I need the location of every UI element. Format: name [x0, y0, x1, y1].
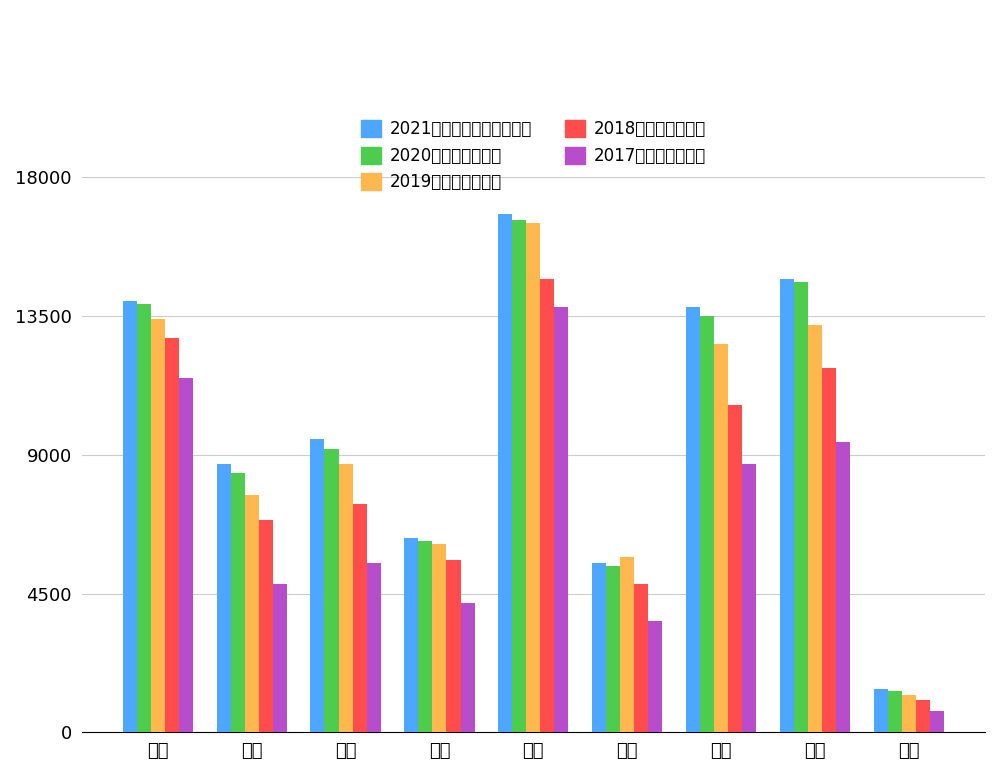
Bar — [742, 464, 756, 732]
Bar — [179, 377, 193, 732]
Bar — [137, 304, 151, 732]
Bar — [324, 449, 339, 732]
Bar — [794, 282, 808, 732]
Bar — [123, 301, 137, 732]
Bar — [217, 464, 231, 732]
Bar — [540, 279, 554, 732]
Bar — [634, 584, 648, 732]
Bar — [418, 541, 432, 732]
Bar — [780, 279, 794, 732]
Bar — [700, 316, 714, 732]
Bar — [432, 544, 446, 732]
Bar — [165, 338, 179, 732]
Bar — [245, 495, 259, 732]
Legend: 2021上半年发卡量（万张）, 2020发卡量（万张）, 2019发卡量（万张）, 2018发卡量（万张）, 2017发卡量（万张）: 2021上半年发卡量（万张）, 2020发卡量（万张）, 2019发卡量（万张）… — [354, 113, 712, 198]
Bar — [231, 474, 245, 732]
Bar — [461, 603, 475, 732]
Bar — [404, 538, 418, 732]
Bar — [888, 691, 902, 732]
Bar — [902, 695, 916, 732]
Bar — [367, 563, 381, 732]
Bar — [714, 344, 728, 732]
Bar — [728, 405, 742, 732]
Bar — [526, 223, 540, 732]
Bar — [446, 560, 461, 732]
Bar — [151, 319, 165, 732]
Bar — [836, 443, 850, 732]
Bar — [916, 700, 930, 732]
Bar — [822, 368, 836, 732]
Bar — [686, 307, 700, 732]
Bar — [273, 584, 287, 732]
Bar — [620, 556, 634, 732]
Bar — [512, 220, 526, 732]
Bar — [498, 214, 512, 732]
Bar — [554, 307, 568, 732]
Bar — [648, 622, 662, 732]
Bar — [259, 519, 273, 732]
Bar — [592, 563, 606, 732]
Bar — [874, 689, 888, 732]
Bar — [930, 711, 944, 732]
Bar — [310, 439, 324, 732]
Bar — [353, 504, 367, 732]
Bar — [606, 566, 620, 732]
Bar — [339, 464, 353, 732]
Bar — [808, 326, 822, 732]
